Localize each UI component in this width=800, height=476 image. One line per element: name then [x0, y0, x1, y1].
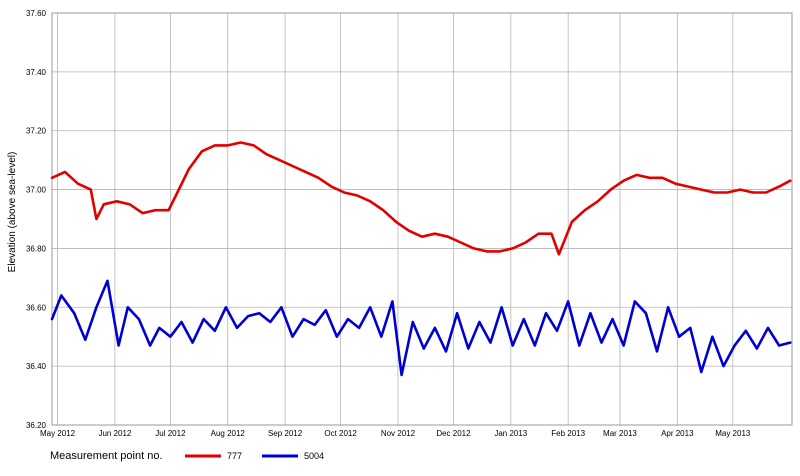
x-tick-label: Oct 2012	[324, 429, 357, 438]
y-tick-label: 37.20	[26, 127, 47, 136]
series-line-5004	[50, 279, 792, 377]
x-tick-label: Dec 2012	[436, 429, 471, 438]
x-tick-label: May 2012	[40, 429, 76, 438]
y-tick-label: 36.40	[26, 362, 47, 371]
y-axis-label: Elevation (above sea-level)	[7, 152, 18, 273]
x-tick-label: Jun 2012	[98, 429, 131, 438]
y-tick-label: 36.60	[26, 303, 47, 312]
x-axis-ticks: May 2012 Jun 2012 Jul 2012 Aug 2012 Sep 2012…	[40, 429, 751, 438]
x-tick-label: Mar 2013	[603, 429, 637, 438]
legend-label-5004: 5004	[304, 451, 324, 461]
x-tick-label: Apr 2013	[661, 429, 694, 438]
y-tick-label: 36.80	[26, 244, 47, 253]
series-line-777	[50, 141, 792, 256]
series-lines	[50, 141, 792, 377]
x-tick-label: Jan 2013	[494, 429, 527, 438]
legend: Measurement point no. 777 5004	[50, 450, 324, 462]
x-tick-label: Sep 2012	[268, 429, 303, 438]
y-tick-label: 37.40	[26, 68, 47, 77]
legend-label-777: 777	[227, 451, 242, 461]
legend-title: Measurement point no.	[50, 450, 163, 462]
y-axis-ticks: 37.60 37.40 37.20 37.00 36.80 36.60 36.40 36.20	[26, 9, 47, 430]
y-tick-label: 36.20	[26, 421, 47, 430]
y-tick-label: 37.60	[26, 9, 47, 18]
x-tick-label: May 2013	[715, 429, 751, 438]
plot-area	[51, 12, 793, 426]
grid	[52, 12, 792, 426]
x-tick-label: Feb 2013	[551, 429, 585, 438]
x-tick-label: Nov 2012	[381, 429, 416, 438]
y-tick-label: 37.00	[26, 186, 47, 195]
x-tick-label: Jul 2012	[155, 429, 186, 438]
x-tick-label: Aug 2012	[211, 429, 246, 438]
